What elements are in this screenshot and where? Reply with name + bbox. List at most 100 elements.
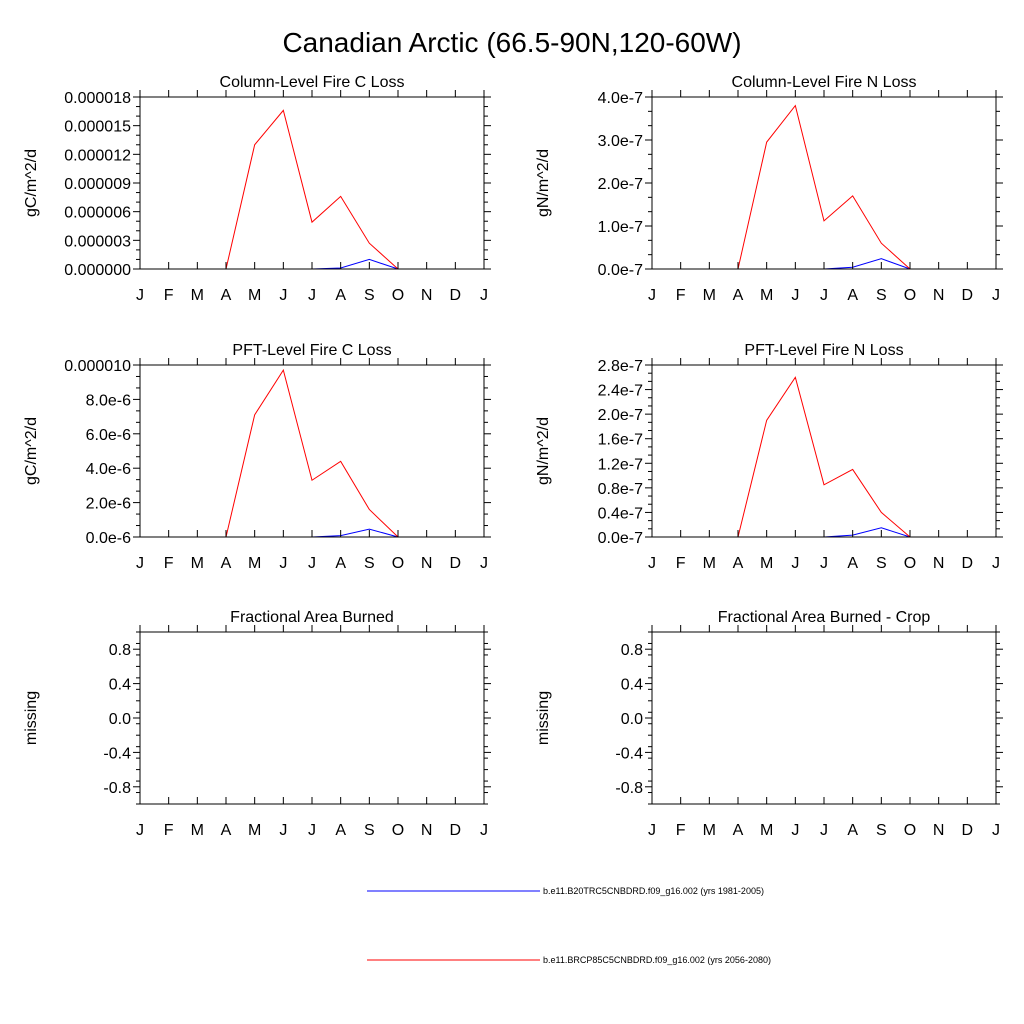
column-level-fire-c-loss-plot-frame [139, 96, 485, 270]
pft-level-fire-n-loss-x-tick-label: J [791, 555, 799, 572]
fractional-area-burned-x-tick-label: J [480, 822, 488, 839]
fractional-area-burned-x-tick-label: A [335, 822, 346, 839]
column-level-fire-n-loss-x-tick-label: M [703, 287, 716, 304]
column-level-fire-c-loss-x-tick-label: M [191, 287, 204, 304]
fractional-area-burned-crop-title: Fractional Area Burned - Crop [718, 609, 931, 626]
pft-level-fire-c-loss-x-tick-label: M [248, 555, 261, 572]
pft-level-fire-c-loss-x-tick-label: M [191, 555, 204, 572]
fractional-area-burned-crop-y-tick-label: 0.0 [621, 711, 643, 728]
fractional-area-burned-y-tick-label: 0.4 [109, 677, 131, 694]
column-level-fire-n-loss-x-tick-label: A [847, 287, 858, 304]
pft-level-fire-c-loss-x-tick-label: D [450, 555, 462, 572]
column-level-fire-c-loss-x-tick-label: J [136, 287, 144, 304]
fractional-area-burned-crop-x-tick-label: A [733, 822, 744, 839]
column-level-fire-c-loss-x-tick-label: F [164, 287, 174, 304]
pft-level-fire-n-loss-x-tick-label: F [676, 555, 686, 572]
pft-level-fire-c-loss-x-tick-label: A [335, 555, 346, 572]
legend-label-series-2: b.e11.BRCP85C5CNBDRD.f09_g16.002 (yrs 20… [543, 955, 771, 965]
fractional-area-burned-x-tick-label: J [279, 822, 287, 839]
fractional-area-burned-crop-x-tick-label: N [933, 822, 945, 839]
fractional-area-burned-crop-x-tick-label: J [791, 822, 799, 839]
pft-level-fire-n-loss-y-tick-label: 1.6e-7 [598, 432, 643, 449]
panel-fractional-area-burned-crop: J F M A M J J A S O N D J-0.8-0.40.00.40.8Fractional… [535, 609, 1003, 839]
pft-level-fire-n-loss-y-tick-label: 1.2e-7 [598, 456, 643, 473]
column-level-fire-n-loss-x-tick-label: F [676, 287, 686, 304]
fractional-area-burned-x-tick-label: S [364, 822, 375, 839]
fractional-area-burned-crop-x-tick-label: J [648, 822, 656, 839]
pft-level-fire-c-loss-x-tick-label: A [221, 555, 232, 572]
pft-level-fire-n-loss-x-tick-label: O [904, 555, 916, 572]
fractional-area-burned-x-tick-label: D [450, 822, 462, 839]
pft-level-fire-n-loss-y-tick-label: 0.4e-7 [598, 505, 643, 522]
pft-level-fire-c-loss-x-tick-label: N [421, 555, 433, 572]
column-level-fire-c-loss-x-tick-label: S [364, 287, 375, 304]
column-level-fire-n-loss-x-tick-label: D [962, 287, 974, 304]
panel-pft-level-fire-c-loss: J F M A M J J A S O N D J0.0e-62.0e-64.0e-66.0e-68.0… [23, 342, 491, 572]
fractional-area-burned-crop-x-tick-label: M [760, 822, 773, 839]
column-level-fire-c-loss-x-tick-label: J [279, 287, 287, 304]
panel-column-level-fire-c-loss: J F M A M J J A S O N D J0.0000000.0000030.0000060.0… [23, 74, 491, 304]
column-level-fire-n-loss-x-tick-label: M [760, 287, 773, 304]
column-level-fire-c-loss-y-tick-label: 0.000012 [64, 147, 131, 164]
pft-level-fire-n-loss-x-tick-label: J [992, 555, 1000, 572]
column-level-fire-c-loss-x-tick-label: M [248, 287, 261, 304]
fractional-area-burned-x-tick-label: J [308, 822, 316, 839]
column-level-fire-n-loss-y-axis-label: gN/m^2/d [535, 149, 552, 217]
pft-level-fire-c-loss-x-tick-label: F [164, 555, 174, 572]
column-level-fire-n-loss-x-tick-label: J [992, 287, 1000, 304]
column-level-fire-c-loss-y-axis-label: gC/m^2/d [23, 149, 40, 217]
column-level-fire-c-loss-x-tick-label: A [335, 287, 346, 304]
panel-pft-level-fire-n-loss: J F M A M J J A S O N D J0.0e-70.4e-70.8e-71.2e-71.6… [535, 342, 1003, 572]
pft-level-fire-c-loss-x-tick-label: J [308, 555, 316, 572]
pft-level-fire-n-loss-y-tick-label: 2.0e-7 [598, 407, 643, 424]
pft-level-fire-c-loss-y-tick-label: 6.0e-6 [86, 427, 131, 444]
fractional-area-burned-crop-y-tick-label: 0.4 [621, 677, 643, 694]
pft-level-fire-n-loss-x-tick-label: M [703, 555, 716, 572]
pft-level-fire-c-loss-y-tick-label: 4.0e-6 [86, 461, 131, 478]
column-level-fire-c-loss-x-tick-label: O [392, 287, 404, 304]
fractional-area-burned-y-tick-label: -0.4 [103, 745, 131, 762]
column-level-fire-n-loss-x-tick-label: J [820, 287, 828, 304]
fractional-area-burned-crop-y-tick-label: -0.8 [615, 780, 643, 797]
pft-level-fire-c-loss-y-tick-label: 0.0e-6 [86, 530, 131, 547]
pft-level-fire-c-loss-y-tick-label: 2.0e-6 [86, 496, 131, 513]
fractional-area-burned-x-tick-label: O [392, 822, 404, 839]
fractional-area-burned-crop-y-tick-label: -0.4 [615, 745, 643, 762]
pft-level-fire-n-loss-y-tick-label: 0.0e-7 [598, 530, 643, 547]
pft-level-fire-c-loss-x-tick-label: S [364, 555, 375, 572]
fractional-area-burned-x-tick-label: J [136, 822, 144, 839]
column-level-fire-c-loss-x-tick-label: J [480, 287, 488, 304]
column-level-fire-c-loss-x-tick-label: D [450, 287, 462, 304]
pft-level-fire-n-loss-x-tick-label: J [648, 555, 656, 572]
fractional-area-burned-crop-y-axis-label: missing [535, 691, 552, 745]
fractional-area-burned-crop-x-tick-label: O [904, 822, 916, 839]
column-level-fire-n-loss-x-tick-label: N [933, 287, 945, 304]
column-level-fire-c-loss-x-tick-label: J [308, 287, 316, 304]
pft-level-fire-n-loss-x-tick-label: M [760, 555, 773, 572]
pft-level-fire-c-loss-plot-frame [139, 364, 485, 538]
column-level-fire-n-loss-x-tick-label: J [791, 287, 799, 304]
pft-level-fire-n-loss-plot-frame [651, 364, 997, 538]
pft-level-fire-n-loss-x-tick-label: N [933, 555, 945, 572]
panel-column-level-fire-n-loss: J F M A M J J A S O N D J0.0e-71.0e-72.0e-73.0e-74.0… [535, 74, 1003, 304]
fractional-area-burned-x-tick-label: N [421, 822, 433, 839]
column-level-fire-n-loss-y-tick-label: 3.0e-7 [598, 133, 643, 150]
figure-title: Canadian Arctic (66.5-90N,120-60W) [282, 27, 741, 58]
column-level-fire-c-loss-series-line-2 [140, 109, 484, 270]
column-level-fire-c-loss-y-tick-label: 0.000000 [64, 262, 131, 279]
fractional-area-burned-title: Fractional Area Burned [230, 609, 394, 626]
fractional-area-burned-y-tick-label: 0.8 [109, 642, 131, 659]
column-level-fire-c-loss-x-tick-label: A [221, 287, 232, 304]
legend: b.e11.B20TRC5CNBDRD.f09_g16.002 (yrs 198… [367, 886, 771, 965]
pft-level-fire-c-loss-title: PFT-Level Fire C Loss [232, 342, 391, 359]
fractional-area-burned-crop-x-tick-label: J [820, 822, 828, 839]
pft-level-fire-n-loss-x-tick-label: A [847, 555, 858, 572]
column-level-fire-n-loss-y-tick-label: 1.0e-7 [598, 219, 643, 236]
fractional-area-burned-crop-x-tick-label: A [847, 822, 858, 839]
pft-level-fire-n-loss-title: PFT-Level Fire N Loss [744, 342, 903, 359]
legend-label-series-1: b.e11.B20TRC5CNBDRD.f09_g16.002 (yrs 198… [543, 886, 764, 896]
column-level-fire-c-loss-y-tick-label: 0.000003 [64, 233, 131, 250]
fractional-area-burned-x-tick-label: A [221, 822, 232, 839]
column-level-fire-c-loss-y-tick-label: 0.000018 [64, 90, 131, 107]
column-level-fire-n-loss-y-tick-label: 0.0e-7 [598, 262, 643, 279]
